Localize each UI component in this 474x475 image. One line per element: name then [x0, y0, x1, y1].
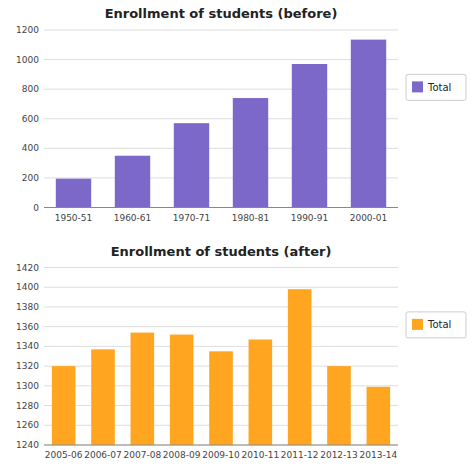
legend-label: Total [427, 82, 451, 93]
legend: Total [406, 74, 466, 100]
x-tick-label: 2008-09 [163, 450, 201, 460]
bar [115, 156, 150, 208]
legend-box [406, 74, 466, 100]
legend-swatch [412, 81, 423, 92]
x-tick-label: 2006-07 [84, 450, 122, 460]
y-tick-label: 800 [22, 84, 39, 94]
x-tick-label: 2010-11 [242, 450, 280, 460]
y-tick-label: 0 [33, 203, 39, 213]
x-tick-label: 2013-14 [360, 450, 398, 460]
x-tick-label: 1980-81 [232, 213, 270, 223]
legend: Total [406, 312, 466, 338]
bar [288, 289, 312, 445]
bar [367, 387, 391, 445]
bar [351, 40, 386, 208]
chart: Enrollment of students (after) 1240 1260 12… [16, 244, 466, 461]
bar [249, 339, 273, 445]
bar [292, 64, 327, 207]
y-tick-label: 1260 [16, 420, 39, 430]
bar [209, 351, 233, 445]
bar [174, 123, 209, 207]
bar [327, 366, 351, 445]
x-tick-label: 2012-13 [320, 450, 358, 460]
grid-line [44, 346, 398, 347]
bar [170, 335, 194, 445]
grid-line [44, 207, 398, 208]
x-axis-line [44, 445, 398, 446]
y-tick-label: 1300 [16, 381, 39, 391]
bars [56, 40, 386, 208]
y-tick-label: 1320 [16, 361, 39, 371]
grid-line [44, 177, 398, 178]
bar [56, 179, 91, 208]
grid-line [44, 118, 398, 119]
y-tick-label: 1380 [16, 302, 39, 312]
y-tick-label: 400 [22, 143, 39, 153]
y-tick-label: 1340 [16, 341, 39, 351]
y-tick-label: 1280 [16, 401, 39, 411]
x-tick-label: 2005-06 [45, 450, 83, 460]
y-tick-label: 1200 [16, 25, 39, 35]
x-tick-label: 1990-91 [291, 213, 329, 223]
bar [131, 333, 155, 445]
grid-line [44, 326, 398, 327]
x-axis-line [44, 207, 398, 208]
chart-title: Enrollment of students (after) [111, 244, 332, 259]
x-tick-label: 2011-12 [281, 450, 319, 460]
grid-line [44, 89, 398, 90]
grid-line [44, 306, 398, 307]
y-tick-label: 1000 [16, 55, 39, 65]
grid-line [44, 59, 398, 60]
y-tick-label: 200 [22, 173, 39, 183]
legend-box [406, 312, 466, 338]
x-tick-label: 1960-61 [114, 213, 152, 223]
bar [52, 366, 76, 445]
grid-line [44, 445, 398, 446]
y-tick-label: 1240 [16, 440, 39, 450]
grid-line [44, 267, 398, 268]
chart-title: Enrollment of students (before) [105, 6, 338, 21]
figure: Enrollment of students (before) 0 200 400 60… [0, 0, 474, 475]
y-tick-label: 1400 [16, 282, 39, 292]
grid-line [44, 148, 398, 149]
grid-line [44, 287, 398, 288]
x-tick-label: 1970-71 [173, 213, 211, 223]
y-tick-label: 1420 [16, 263, 39, 273]
y-tick-label: 1360 [16, 322, 39, 332]
x-tick-label: 2007-08 [124, 450, 162, 460]
y-tick-label: 600 [22, 114, 39, 124]
legend-label: Total [427, 319, 451, 330]
bars [52, 289, 390, 445]
bar [91, 349, 115, 445]
x-tick-label: 2000-01 [350, 213, 388, 223]
bar [233, 98, 268, 207]
x-tick-label: 1950-51 [55, 213, 93, 223]
grid-line [44, 30, 398, 31]
chart: Enrollment of students (before) 0 200 400 60… [16, 6, 466, 223]
x-tick-label: 2009-10 [202, 450, 240, 460]
legend-swatch [412, 319, 423, 330]
